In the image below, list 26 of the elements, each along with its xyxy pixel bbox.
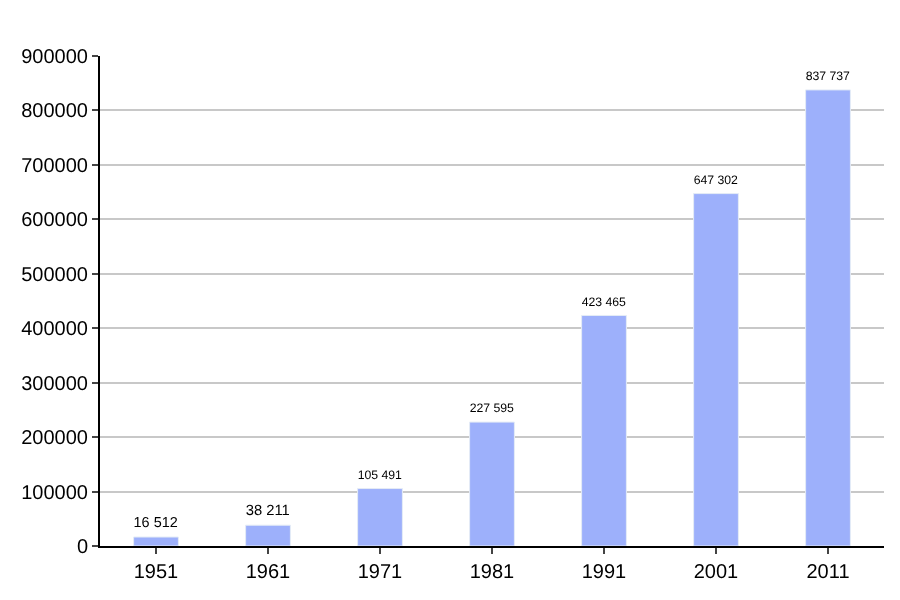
bar	[245, 524, 291, 546]
y-tick-label: 900000	[21, 47, 89, 69]
y-tick-label: 200000	[21, 428, 89, 451]
data-label: 16 512	[133, 512, 178, 531]
y-tick-label: 800000	[21, 101, 89, 124]
x-tick-label: 2011	[806, 562, 851, 584]
bar	[693, 193, 739, 546]
y-tick-label: 400000	[21, 319, 89, 342]
x-tick-label: 1971	[357, 562, 404, 584]
x-tick-label: 1991	[581, 562, 628, 584]
y-tick-label: 0	[76, 537, 89, 559]
data-label: 38 211	[245, 500, 290, 519]
y-tick-label: 300000	[21, 373, 89, 396]
x-tick-label: 2001	[693, 562, 740, 584]
y-tick-label: 100000	[21, 482, 89, 505]
bar	[357, 488, 403, 546]
y-tick-label: 500000	[21, 264, 89, 287]
bar	[581, 314, 627, 546]
x-tick-label: 1981	[469, 562, 516, 584]
bar	[469, 421, 515, 546]
bar	[805, 89, 851, 546]
y-tick-label: 700000	[21, 155, 89, 178]
x-tick-label: 1951	[133, 562, 180, 584]
bar	[133, 536, 179, 546]
y-tick-label: 600000	[21, 210, 89, 233]
x-tick-label: 1961	[245, 562, 292, 584]
